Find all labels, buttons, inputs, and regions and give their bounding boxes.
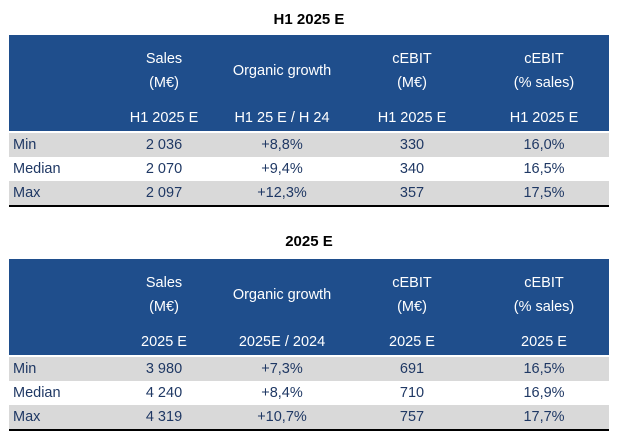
sales-value: 2 097 <box>145 185 183 201</box>
sales-value: 2 070 <box>145 161 183 177</box>
cebit-pct-value: 17,7% <box>523 409 565 425</box>
growth-value: +10,7% <box>257 409 307 425</box>
header-cebit: cEBIT <box>392 51 432 67</box>
header-sales-unit: (M€) <box>149 75 179 91</box>
cebit-pct-value: 16,9% <box>523 385 565 401</box>
row-label: Min <box>13 361 37 377</box>
table-title: H1 2025 E <box>273 11 345 28</box>
cebit-pct-value: 16,5% <box>523 161 565 177</box>
header-cebit-pct: cEBIT <box>524 51 564 67</box>
subheader-cebit-period: 2025 E <box>389 334 435 350</box>
header-cebit-pct: cEBIT <box>524 275 564 291</box>
cebit-value: 691 <box>399 361 425 377</box>
sales-value: 4 240 <box>145 385 183 401</box>
table-row: Min 3 980 +7,3% 691 16,5% <box>9 357 609 381</box>
table-row: Max 4 319 +10,7% 757 17,7% <box>9 405 609 429</box>
sales-value: 4 319 <box>145 409 183 425</box>
growth-value: +7,3% <box>261 361 303 377</box>
growth-value: +8,4% <box>261 385 303 401</box>
header-sales: Sales <box>145 51 183 67</box>
header-cebit-unit: (M€) <box>397 299 427 315</box>
cebit-pct-value: 16,5% <box>523 361 565 377</box>
table-bottom-rule <box>9 429 609 431</box>
header-organic-growth: Organic growth <box>232 63 332 79</box>
cebit-value: 330 <box>399 137 425 153</box>
table-row: Median 2 070 +9,4% 340 16,5% <box>9 157 609 181</box>
growth-value: +8,8% <box>261 137 303 153</box>
cebit-value: 710 <box>399 385 425 401</box>
header-cebit-unit: (M€) <box>397 75 427 91</box>
cebit-pct-value: 16,0% <box>523 137 565 153</box>
table-row: Min 2 036 +8,8% 330 16,0% <box>9 133 609 157</box>
cebit-value: 357 <box>399 185 425 201</box>
header-cebit: cEBIT <box>392 275 432 291</box>
row-label: Max <box>13 409 41 425</box>
cebit-value: 340 <box>399 161 425 177</box>
row-label: Median <box>13 385 61 401</box>
cebit-pct-value: 17,5% <box>523 185 565 201</box>
table-title: 2025 E <box>285 233 333 250</box>
cebit-value: 757 <box>399 409 425 425</box>
table-row: Median 4 240 +8,4% 710 16,9% <box>9 381 609 405</box>
table-header: Sales (M€) Organic growth cEBIT (M€) cEB… <box>9 35 609 131</box>
growth-value: +9,4% <box>261 161 303 177</box>
header-sales-unit: (M€) <box>149 299 179 315</box>
header-cebit-pct-unit: (% sales) <box>513 75 575 91</box>
subheader-growth-period: 2025E / 2024 <box>238 334 326 350</box>
subheader-cebit-period: H1 2025 E <box>377 110 447 126</box>
sales-value: 3 980 <box>145 361 183 377</box>
subheader-sales-period: 2025 E <box>141 334 187 350</box>
table-bottom-rule <box>9 205 609 207</box>
subheader-sales-period: H1 2025 E <box>129 110 199 126</box>
header-sales: Sales <box>145 275 183 291</box>
header-organic-growth: Organic growth <box>232 287 332 303</box>
growth-value: +12,3% <box>257 185 307 201</box>
subheader-growth-period: H1 25 E / H 24 <box>234 110 330 126</box>
sales-value: 2 036 <box>145 137 183 153</box>
subheader-cebit-pct-period: 2025 E <box>521 334 567 350</box>
row-label: Min <box>13 137 37 153</box>
row-label: Max <box>13 185 41 201</box>
header-cebit-pct-unit: (% sales) <box>513 299 575 315</box>
table-header: Sales (M€) Organic growth cEBIT (M€) cEB… <box>9 259 609 355</box>
row-label: Median <box>13 161 61 177</box>
table-row: Max 2 097 +12,3% 357 17,5% <box>9 181 609 205</box>
subheader-cebit-pct-period: H1 2025 E <box>509 110 579 126</box>
